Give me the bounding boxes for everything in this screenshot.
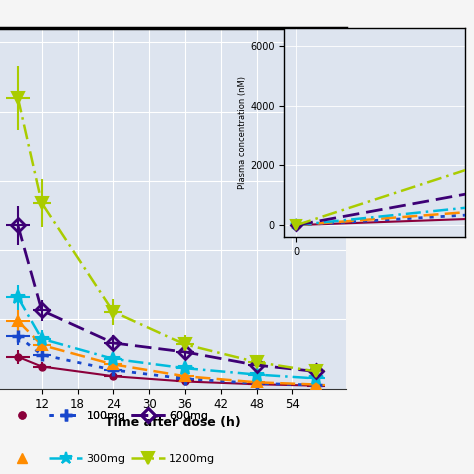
Legend: , 300mg, 1200mg: , 300mg, 1200mg [6, 454, 215, 464]
Legend: , 100mg, 600mg: , 100mg, 600mg [6, 411, 208, 421]
X-axis label: Time after dose (h): Time after dose (h) [105, 416, 241, 428]
Y-axis label: Plasma concentration (nM): Plasma concentration (nM) [238, 76, 247, 189]
